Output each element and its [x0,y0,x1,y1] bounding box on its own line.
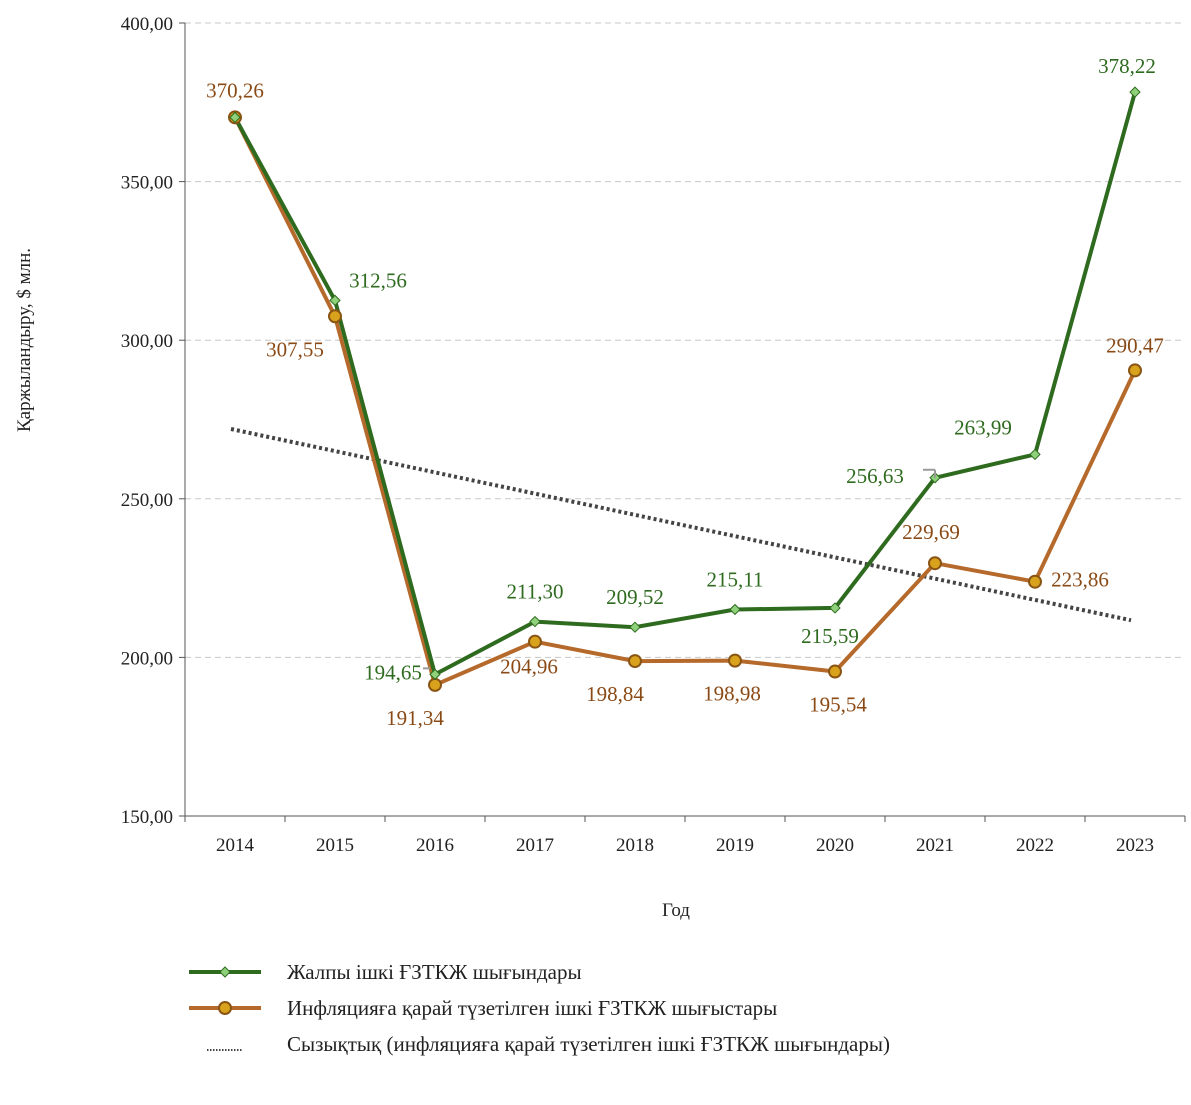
y-tick-label: 400,00 [121,14,173,35]
series-adjusted-point [328,309,342,324]
axes [179,22,1186,822]
y-axis-label: Қаржыландыру, $ млн. [14,248,35,432]
data-label-adjusted: 307,55 [266,337,324,361]
data-label-total: 378,22 [1098,54,1156,78]
trendline [230,427,1132,623]
series-total-point [829,602,841,614]
y-tick-label: 150,00 [121,807,173,828]
y-tick-labels: 150,00 200,00 250,00 300,00 350,00 400,00 [121,14,173,828]
data-label-adjusted: 195,54 [809,693,867,717]
legend-label-total: Жалпы ішкі ҒЗТКЖ шығындары [287,960,582,984]
legend: Жалпы ішкі ҒЗТКЖ шығындары Инфляцияға қа… [185,960,1085,1068]
series-total-line [233,91,1137,677]
series-adjusted-point [728,653,742,668]
data-label-total: 215,59 [801,624,859,648]
x-tick-label: 2020 [816,835,854,856]
legend-label-trend: Сызықтық (инфляцияға қарай түзетілген іш… [287,1032,890,1056]
x-axis-label: Год [662,900,690,921]
data-label-adjusted: 229,69 [902,520,960,544]
data-label-adjusted: 223,86 [1051,568,1109,592]
x-tick-labels: 2014 2015 2016 2017 2018 2019 2020 2021 2022 2023 [216,835,1154,856]
x-tick-label: 2014 [216,835,255,856]
y-tick-label: 300,00 [121,331,173,352]
series-total-point [529,615,541,628]
gridlines [185,22,1185,658]
x-tick-label: 2018 [616,835,654,856]
legend-swatch-diamond-line [189,966,261,978]
y-tick-label: 250,00 [121,490,173,511]
data-label-total: 263,99 [954,415,1012,439]
series-adjusted-point [428,677,442,692]
data-label-adjusted: 198,84 [586,682,644,706]
x-tick-label: 2015 [316,835,354,856]
x-tick-label: 2016 [416,835,454,856]
x-tick-label: 2021 [916,835,954,856]
series-total-point [629,621,641,633]
series-total-point [329,294,341,307]
series-adjusted-point [528,634,542,649]
data-label-adjusted: 290,47 [1106,333,1164,357]
x-tick-label: 2022 [1016,835,1054,856]
x-tick-label: 2019 [716,835,754,856]
legend-label-adjusted: Инфляцияға қарай түзетілген ішкі ҒЗТКЖ ш… [287,996,778,1020]
data-label-adjusted: 204,96 [500,655,558,679]
data-label-total: 209,52 [606,585,664,609]
series-layer [228,86,1142,692]
legend-swatch-circle-line [189,1001,261,1015]
legend-item-adjusted: Инфляцияға қарай түзетілген ішкі ҒЗТКЖ ш… [185,996,1085,1020]
line-chart: 150,00 200,00 250,00 300,00 350,00 400,00 201… [14,14,1186,921]
data-label-adjusted: 191,34 [386,706,444,730]
data-label-total: 194,65 [364,660,422,684]
data-labels: 312,56 194,65 211,30 209,52 215,11 215,59 256,… [206,54,1164,730]
data-label-total: 256,63 [846,464,904,488]
y-tick-label: 200,00 [121,648,173,669]
series-total-point [1029,448,1041,461]
series-adjusted-point [1028,574,1042,589]
series-adjusted-point [828,664,842,679]
x-tick-label: 2023 [1116,835,1154,856]
data-label-total: 312,56 [349,268,407,292]
y-tick-label: 350,00 [121,173,173,194]
data-label-adjusted: 198,98 [703,682,761,706]
x-tick-label: 2017 [516,835,554,856]
series-total-point [929,472,941,484]
series-total-point [1129,86,1141,98]
series-total-point [429,668,441,681]
legend-swatch-dotted-line [207,1049,243,1051]
data-label-total: 215,11 [707,567,764,591]
data-label-total: 211,30 [507,580,564,604]
series-adjusted-point [628,654,642,669]
data-label-adjusted: 370,26 [206,78,264,102]
series-adjusted-point [1128,363,1142,378]
legend-item-trend: Сызықтық (инфляцияға қарай түзетілген іш… [185,1032,1085,1056]
legend-item-total: Жалпы ішкі ҒЗТКЖ шығындары [185,960,1085,984]
series-adjusted-point [928,556,942,571]
series-total-point [229,111,241,124]
series-adjusted-line [233,116,1137,687]
series-total-point [729,603,741,616]
